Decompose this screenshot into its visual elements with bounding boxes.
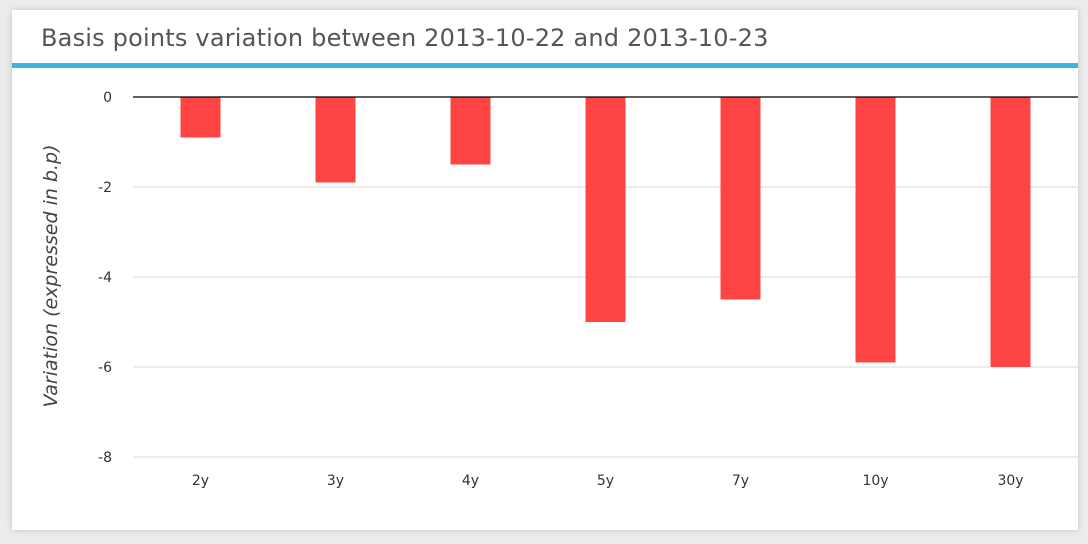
y-tick-label: 0 — [103, 90, 112, 106]
x-tick-label: 5y — [597, 473, 614, 489]
y-tick-label: -6 — [98, 360, 112, 376]
bar-chart: 0 -2 -4 -6 -8 2y 3y 4y 5y 7y 10y 30y Variation (ex… — [40, 90, 1078, 489]
y-tick-label: -4 — [98, 270, 112, 286]
chart-panel: Basis points variation between 2013-10-2… — [12, 10, 1078, 530]
x-tick-label: 30y — [997, 473, 1023, 489]
x-tick-label: 3y — [327, 473, 344, 489]
y-axis-title: Variation (expressed in b.p) — [40, 144, 62, 407]
x-tick-label: 10y — [862, 473, 888, 489]
x-tick-label: 4y — [462, 473, 479, 489]
bar-4y — [450, 97, 491, 165]
bar-2y — [180, 97, 221, 138]
chart-title: Basis points variation between 2013-10-2… — [41, 24, 769, 52]
bars — [180, 97, 1031, 367]
bar-30y — [990, 97, 1031, 367]
bar-7y — [720, 97, 761, 300]
bar-10y — [855, 97, 896, 363]
bar-5y — [585, 97, 626, 322]
y-tick-labels: 0 -2 -4 -6 -8 — [98, 90, 112, 466]
y-tick-label: -8 — [98, 450, 112, 466]
x-tick-label: 7y — [732, 473, 749, 489]
bar-3y — [315, 97, 356, 183]
panel-header: Basis points variation between 2013-10-2… — [12, 10, 1078, 68]
x-tick-labels: 2y 3y 4y 5y 7y 10y 30y — [192, 473, 1024, 489]
x-tick-label: 2y — [192, 473, 209, 489]
y-tick-label: -2 — [98, 180, 112, 196]
